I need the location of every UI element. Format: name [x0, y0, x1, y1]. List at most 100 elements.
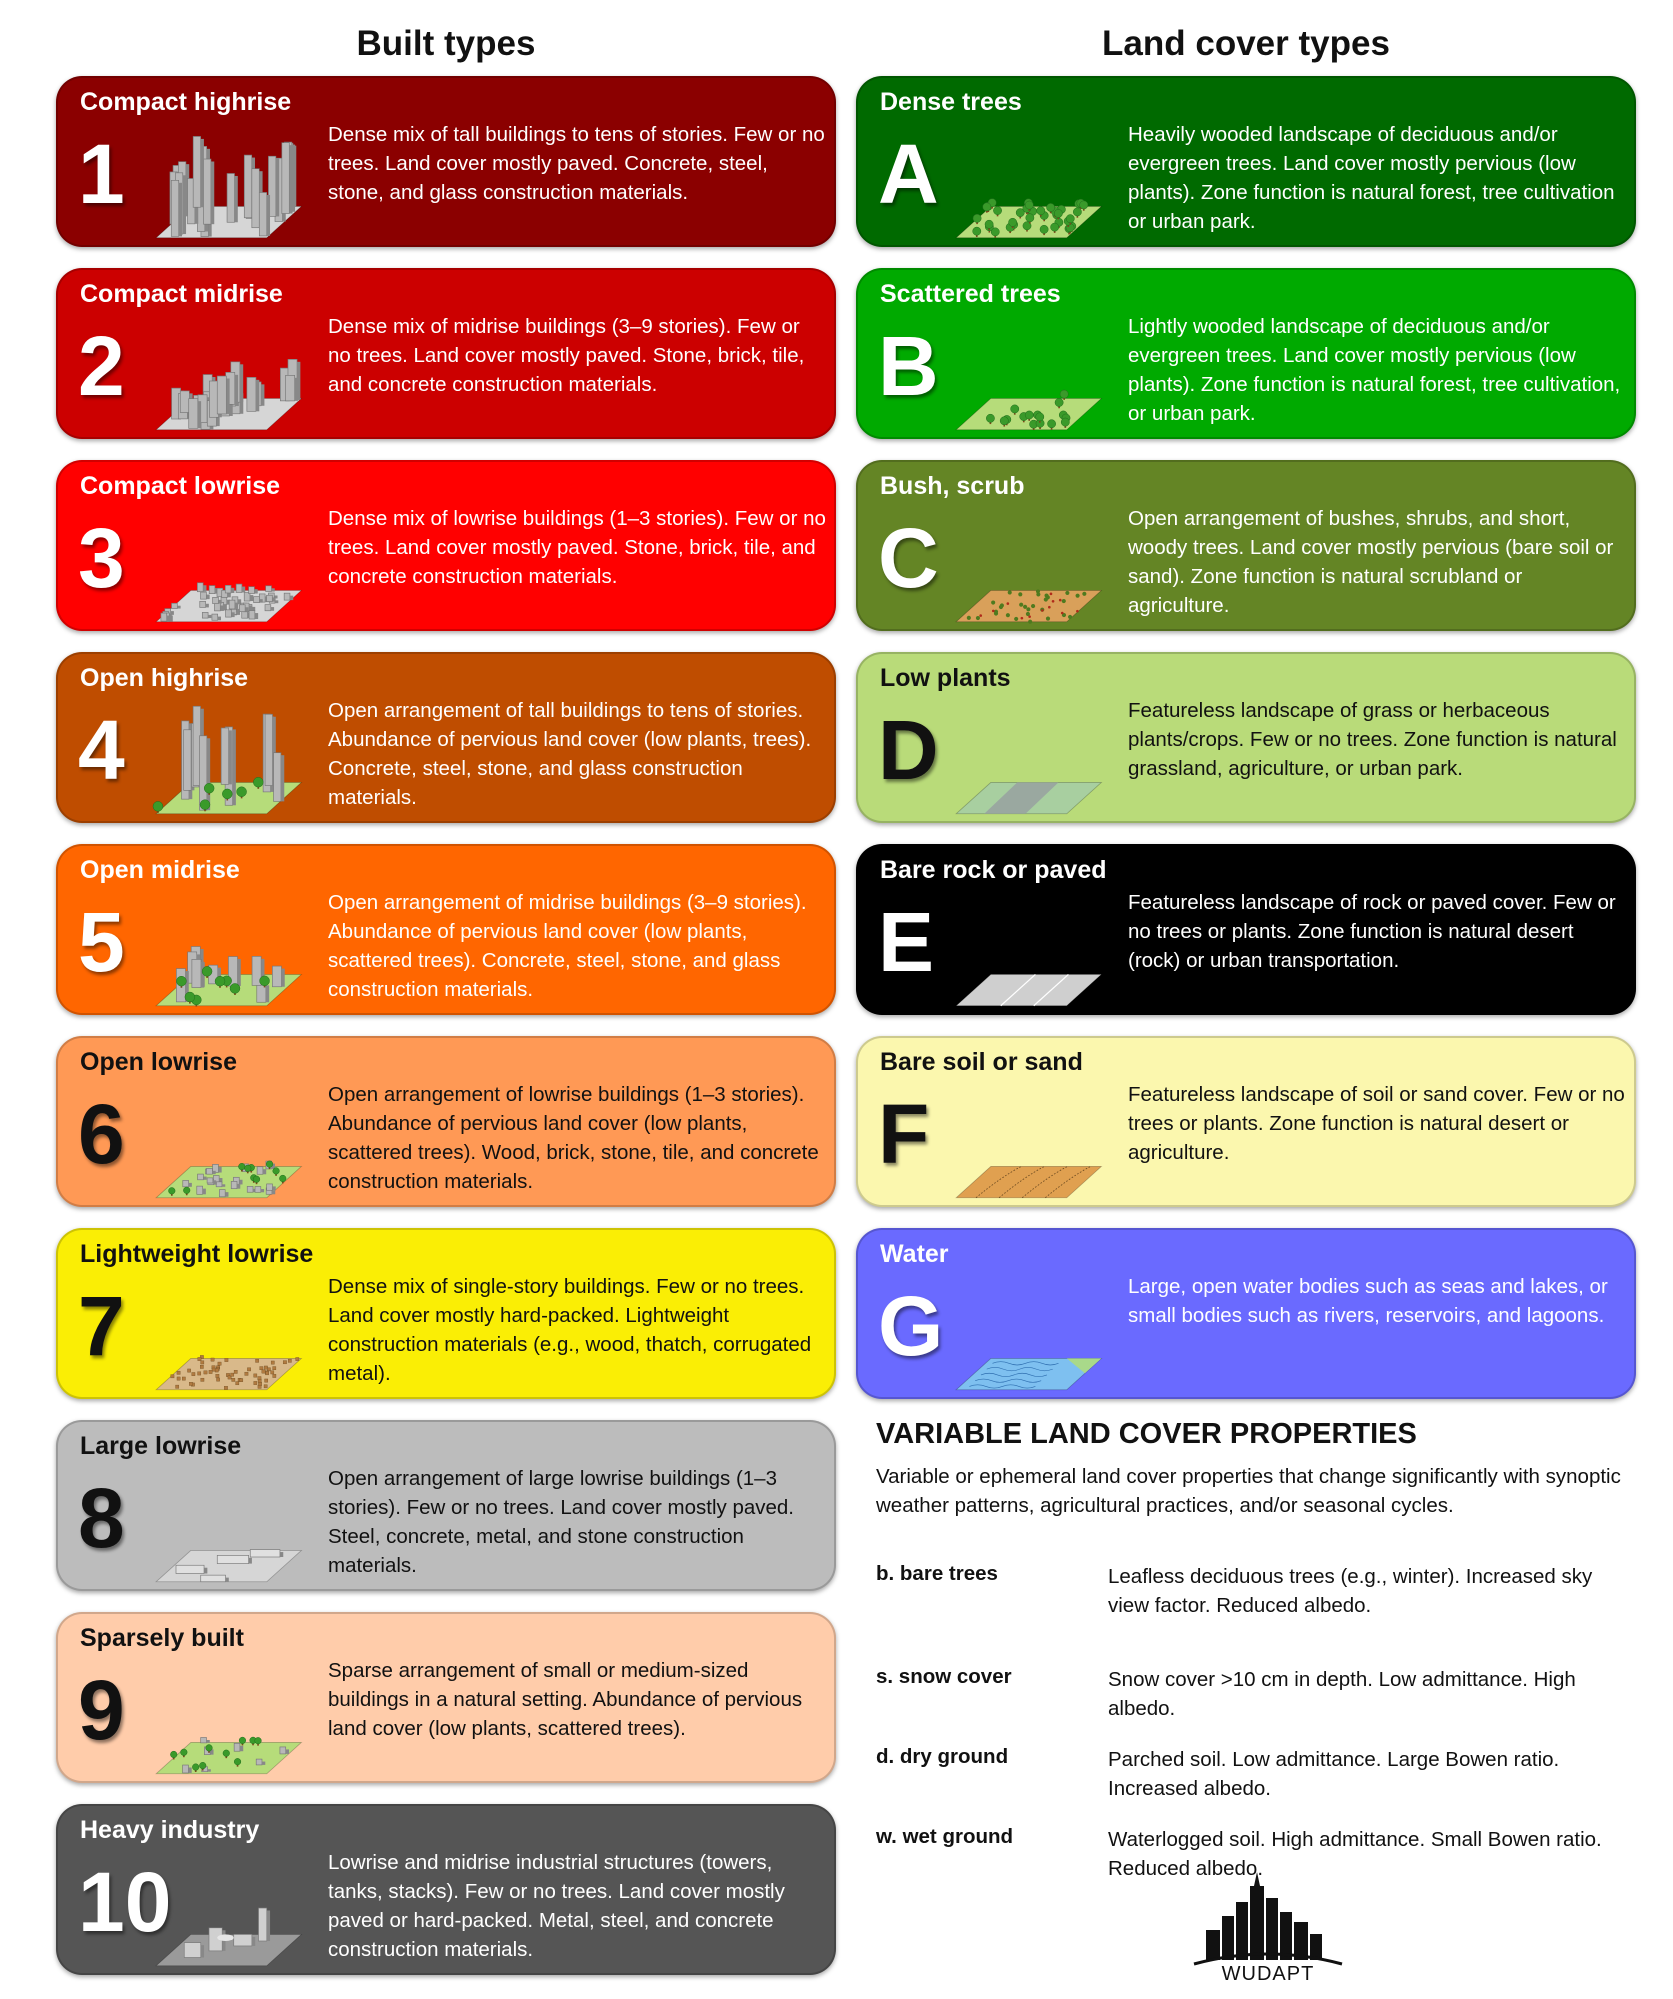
zone-description: Open arrangement of tall buildings to te… — [328, 699, 812, 809]
zone-card-compact-highrise: Compact highrise 1 Dense mix of tall build… — [56, 76, 836, 247]
property-label-snow-cover: s. snow cover — [876, 1665, 1012, 1688]
zone-card-open-lowrise: Open lowrise 6 Open arrangement of lowrise… — [56, 1036, 836, 1207]
property-desc-dry-ground: Parched soil. Low admittance. Large Bowe… — [1108, 1748, 1560, 1800]
zone-description: Featureless landscape of soil or sand co… — [1128, 1083, 1625, 1164]
zone-description: Dense mix of tall buildings to tens of s… — [328, 123, 825, 204]
zone-title: Bare rock or paved — [880, 856, 1107, 884]
zone-title: Bare soil or sand — [880, 1048, 1083, 1076]
sparsely-built-illustration — [155, 1736, 303, 1775]
zone-code: 2 — [78, 319, 125, 413]
zone-description: Large, open water bodies such as seas an… — [1128, 1275, 1608, 1327]
heading-land-cover-types: Land cover types — [1102, 24, 1390, 63]
zone-description: Heavily wooded landscape of deciduous an… — [1128, 123, 1615, 233]
zone-title: Open highrise — [80, 664, 249, 692]
water-illustration — [955, 1357, 1103, 1391]
zone-title: Scattered trees — [880, 280, 1061, 308]
zone-title: Large lowrise — [80, 1432, 242, 1460]
zone-title: Open midrise — [80, 856, 240, 884]
dense-trees-illustration — [955, 198, 1103, 239]
property-desc-wet-ground: Waterlogged soil. High admittance. Small… — [1108, 1828, 1602, 1880]
zone-description: Open arrangement of bushes, shrubs, and … — [1128, 507, 1614, 617]
zone-description: Open arrangement of large lowrise buildi… — [328, 1467, 795, 1577]
zone-code: 5 — [78, 895, 125, 989]
zone-description: Featureless landscape of rock or paved c… — [1128, 891, 1616, 972]
variable-properties-intro: Variable or ephemeral land cover propert… — [876, 1465, 1621, 1517]
zone-card-lightweight-lowrise: Lightweight lowrise 7 Dense mix of single-… — [56, 1228, 836, 1399]
zone-code: 10 — [78, 1855, 172, 1949]
zone-code: A — [878, 127, 939, 221]
bare-soil-sand-illustration — [955, 1165, 1103, 1199]
wudapt-logo: WUDAPT — [1186, 1872, 1350, 1985]
bare-rock-paved-illustration — [955, 973, 1103, 1007]
property-label-dry-ground: d. dry ground — [876, 1745, 1009, 1768]
compact-midrise-illustration — [155, 359, 303, 431]
property-label-bare-trees: b. bare trees — [876, 1562, 998, 1585]
zone-title: Compact lowrise — [80, 472, 281, 500]
property-label-wet-ground: w. wet ground — [876, 1825, 1014, 1848]
zone-code: 3 — [78, 511, 125, 605]
city-skyline-icon: WUDAPT — [1193, 1872, 1343, 1985]
zone-code: 6 — [78, 1087, 125, 1181]
zone-card-scattered-trees: Scattered trees B Lightly wooded landscape… — [856, 268, 1636, 439]
scattered-trees-illustration — [955, 389, 1103, 431]
zone-title: Open lowrise — [80, 1048, 237, 1076]
heading-built-types: Built types — [356, 24, 536, 63]
zone-card-low-plants: Low plants D Featureless landscape of gras… — [856, 652, 1636, 823]
zone-title: Bush, scrub — [880, 472, 1025, 500]
zone-card-compact-midrise: Compact midrise 2 Dense mix of midrise bui… — [56, 268, 836, 439]
zone-description: Lightly wooded landscape of deciduous an… — [1128, 315, 1621, 425]
compact-lowrise-illustration — [155, 582, 303, 623]
property-desc-snow-cover: Snow cover >10 cm in depth. Low admittan… — [1108, 1668, 1576, 1720]
zone-title: Lightweight lowrise — [80, 1240, 314, 1268]
zone-description: Dense mix of midrise buildings (3–9 stor… — [328, 315, 805, 396]
zone-description: Sparse arrangement of small or medium-si… — [328, 1659, 803, 1740]
zone-card-large-lowrise: Large lowrise 8 Open arrangement of large … — [56, 1420, 836, 1591]
zone-code: 8 — [78, 1471, 125, 1565]
zone-code: 7 — [78, 1279, 125, 1373]
zone-title: Compact midrise — [80, 280, 283, 308]
zone-code: B — [878, 319, 939, 413]
open-highrise-illustration — [152, 705, 303, 815]
zone-code: F — [878, 1087, 930, 1181]
large-lowrise-illustration — [155, 1549, 303, 1583]
low-plants-illustration — [955, 781, 1103, 815]
variable-properties-title: VARIABLE LAND COVER PROPERTIES — [876, 1418, 1417, 1450]
zone-card-open-highrise: Open highrise 4 Open arrangement of tall b… — [56, 652, 836, 823]
zone-card-open-midrise: Open midrise 5 Open arrangement of midrise… — [56, 844, 836, 1015]
zone-card-heavy-industry: Heavy industry 10 Lowrise and midrise indu… — [56, 1804, 836, 1975]
zone-title: Compact highrise — [80, 88, 292, 116]
zone-code: E — [878, 895, 935, 989]
zone-description: Lowrise and midrise industrial structure… — [328, 1851, 785, 1961]
compact-highrise-illustration — [155, 136, 303, 239]
zone-card-compact-lowrise: Compact lowrise 3 Dense mix of lowrise bui… — [56, 460, 836, 631]
zone-card-bush-scrub: Bush, scrub C Open arrangement of bushes, … — [856, 460, 1636, 631]
svg-text:WUDAPT: WUDAPT — [1222, 1963, 1315, 1982]
zone-title: Heavy industry — [80, 1816, 260, 1844]
zone-code: D — [878, 703, 939, 797]
zone-code: G — [878, 1279, 944, 1373]
property-desc-bare-trees: Leafless deciduous trees (e.g., winter).… — [1108, 1565, 1593, 1617]
lightweight-lowrise-illustration — [155, 1355, 303, 1391]
zone-description: Open arrangement of lowrise buildings (1… — [328, 1083, 819, 1193]
zone-description: Open arrangement of midrise buildings (3… — [328, 891, 807, 1001]
zone-title: Sparsely built — [80, 1624, 244, 1652]
zone-description: Featureless landscape of grass or herbac… — [1128, 699, 1617, 780]
zone-title: Low plants — [880, 664, 1011, 692]
zone-code: 9 — [78, 1663, 125, 1757]
zone-card-bare-soil-or-sand: Bare soil or sand F Featureless landscape … — [856, 1036, 1636, 1207]
zone-title: Water — [880, 1240, 949, 1268]
open-midrise-illustration — [155, 946, 303, 1007]
zone-title: Dense trees — [880, 88, 1022, 116]
zone-card-water: Water G Large, open water bodies such as s… — [856, 1228, 1636, 1399]
zone-card-dense-trees: Dense trees A Heavily wooded landscape of … — [856, 76, 1636, 247]
bush-scrub-illustration — [955, 589, 1103, 624]
zone-code: C — [878, 511, 939, 605]
zone-description: Dense mix of single-story buildings. Few… — [328, 1275, 812, 1385]
zone-code: 4 — [78, 703, 125, 797]
open-lowrise-illustration — [155, 1160, 303, 1199]
zone-card-sparsely-built: Sparsely built 9 Sparse arrangement of sma… — [56, 1612, 836, 1783]
zone-card-bare-rock-or-paved: Bare rock or paved E Featureless landscape… — [856, 844, 1636, 1015]
heavy-industry-illustration — [155, 1907, 303, 1967]
zone-description: Dense mix of lowrise buildings (1–3 stor… — [328, 507, 826, 588]
zone-code: 1 — [78, 127, 125, 221]
